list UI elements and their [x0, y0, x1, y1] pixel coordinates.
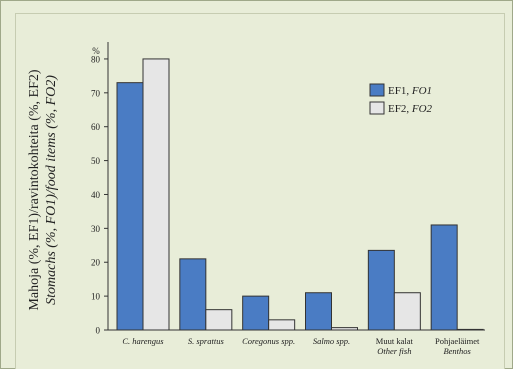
- bar-ef2: [205, 309, 233, 331]
- bar-ef1: [116, 82, 144, 331]
- axes: [107, 42, 485, 331]
- x-tick-label-line2: Benthos: [443, 346, 471, 356]
- x-tick-label-line2: Other fish: [377, 346, 411, 356]
- x-tick-label: Coregonus spp.: [242, 336, 295, 346]
- bar-ef2: [393, 292, 421, 331]
- bar-ef1: [430, 224, 458, 331]
- x-tick-labels: C. harengus S. sprattus Coregonus spp. Salm…: [122, 336, 480, 356]
- legend: EF1, FO1 EF2, FO2: [369, 83, 433, 115]
- x-tick-label: Salmo spp.: [313, 336, 350, 346]
- x-tick-label: S. sprattus: [188, 336, 225, 346]
- bar-ef2: [331, 327, 358, 331]
- y-axis-title: Mahoja (%, EF1)/ravintokohteita (%, EF2)…: [27, 69, 59, 310]
- bar-ef2: [456, 328, 484, 331]
- y-tick-label: 50: [91, 156, 101, 166]
- y-tick-label: 10: [91, 292, 101, 302]
- legend-label-ef2: EF2, FO2: [388, 103, 433, 115]
- legend-swatch-ef1: [369, 83, 385, 97]
- y-tick-label: 20: [91, 258, 101, 268]
- x-tick-label: C. harengus: [122, 336, 164, 346]
- legend-label-ef1: EF1, FO1: [388, 85, 432, 97]
- y-tick-label: 80: [91, 54, 101, 64]
- y-axis-title-line1: Mahoja (%, EF1)/ravintokohteita (%, EF2): [27, 69, 42, 310]
- bar-ef2: [142, 58, 170, 331]
- legend-swatch-ef2: [369, 101, 385, 115]
- bar-ef1: [305, 292, 332, 331]
- x-tick-label: Muut kalat: [376, 336, 414, 346]
- x-tick-label: Pohjaeläimet: [435, 336, 480, 346]
- bar-ef1: [242, 295, 270, 331]
- y-tick-label: 40: [91, 190, 101, 200]
- y-tick-label: 30: [91, 224, 101, 234]
- bars: [116, 58, 484, 331]
- y-tick-label: 0: [96, 326, 101, 336]
- y-axis-title-line2: Stomachs (%, FO1)/food items (%, FO2): [44, 75, 59, 305]
- y-tick-label: 70: [91, 88, 101, 98]
- y-tick-label: 60: [91, 122, 101, 132]
- bar-ef1: [367, 249, 395, 331]
- y-axis-unit: %: [92, 46, 100, 56]
- y-ticks: 0 10 20 30 40 50 60 70 80: [91, 54, 108, 336]
- bar-ef2: [268, 319, 296, 331]
- bar-ef1: [179, 258, 207, 331]
